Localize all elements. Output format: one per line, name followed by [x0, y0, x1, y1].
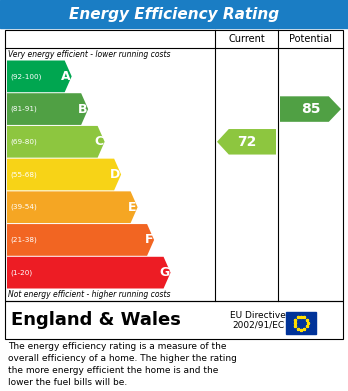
Text: Energy Efficiency Rating: Energy Efficiency Rating [69, 7, 279, 22]
Polygon shape [7, 224, 154, 256]
Text: (39-54): (39-54) [10, 204, 37, 210]
Text: 85: 85 [301, 102, 320, 116]
Text: Potential: Potential [289, 34, 332, 44]
Polygon shape [217, 129, 276, 154]
Text: EU Directive: EU Directive [230, 310, 286, 319]
Polygon shape [7, 93, 88, 125]
Polygon shape [7, 61, 72, 92]
Text: D: D [110, 168, 120, 181]
Polygon shape [7, 126, 105, 158]
Text: (1-20): (1-20) [10, 269, 32, 276]
Bar [5, 301, 343, 339]
Text: The energy efficiency rating is a measure of the
overall efficiency of a home. T: The energy efficiency rating is a measur… [8, 342, 237, 387]
Text: England & Wales: England & Wales [11, 311, 181, 329]
Text: Very energy efficient - lower running costs: Very energy efficient - lower running co… [8, 50, 171, 59]
Polygon shape [7, 159, 121, 190]
Text: Not energy efficient - higher running costs: Not energy efficient - higher running co… [8, 290, 171, 299]
Text: 72: 72 [237, 135, 256, 149]
Text: A: A [61, 70, 71, 83]
Text: B: B [78, 102, 87, 116]
Polygon shape [7, 191, 137, 223]
Text: (81-91): (81-91) [10, 106, 37, 112]
Text: C: C [95, 135, 104, 148]
Bar [286, 312, 316, 334]
Bar [5, 30, 343, 301]
Polygon shape [7, 257, 171, 289]
Text: 2002/91/EC: 2002/91/EC [232, 321, 284, 330]
Text: (55-68): (55-68) [10, 171, 37, 178]
Text: (92-100): (92-100) [10, 73, 41, 80]
Text: F: F [144, 233, 153, 246]
Polygon shape [280, 96, 341, 122]
Text: (69-80): (69-80) [10, 138, 37, 145]
Text: (21-38): (21-38) [10, 237, 37, 243]
Text: G: G [159, 266, 169, 279]
Text: E: E [128, 201, 137, 214]
Text: Current: Current [228, 34, 265, 44]
Bar [0, 0, 348, 28]
